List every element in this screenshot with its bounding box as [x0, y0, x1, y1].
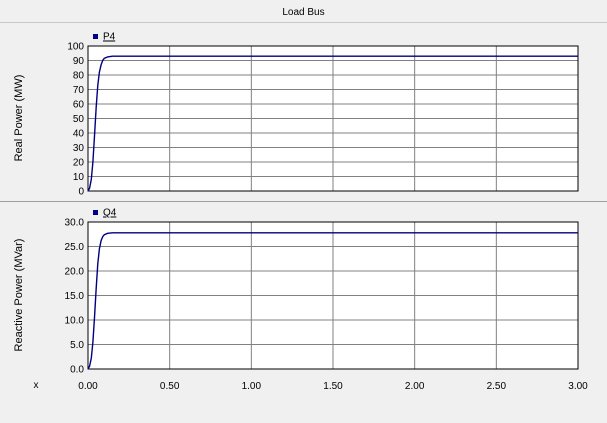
y-tick-label: 50 — [73, 114, 85, 125]
y-tick-label: 90 — [73, 56, 85, 67]
y-tick-label: 10.0 — [65, 316, 85, 327]
legend-swatch — [93, 210, 98, 215]
y-tick-label: 15.0 — [65, 291, 85, 302]
y-tick-label: 25.0 — [65, 242, 85, 253]
series-line-p4 — [87, 55, 578, 192]
x-tick-label: 1.00 — [242, 381, 262, 392]
x-tick-label: 2.00 — [405, 381, 425, 392]
y-tick-label: 60 — [73, 100, 85, 111]
y-axis-label: Real Power (MW) — [13, 75, 25, 162]
y-tick-label: 40 — [73, 129, 85, 140]
panel-divider — [0, 201, 607, 202]
y-tick-label: 30 — [73, 143, 85, 154]
x-tick-label: 0.00 — [78, 381, 98, 392]
y-tick-label: 20 — [73, 158, 85, 169]
x-axis-corner-label: x — [34, 380, 39, 391]
x-tick-label: 1.50 — [323, 381, 343, 392]
plot-border — [87, 221, 579, 370]
y-tick-label: 80 — [73, 71, 85, 82]
y-tick-label: 10 — [73, 172, 85, 183]
legend-label[interactable]: P4 — [103, 32, 116, 43]
y-tick-label: 20.0 — [65, 267, 85, 278]
series-line-q4 — [87, 232, 578, 370]
plot-border — [87, 45, 579, 192]
legend-swatch — [93, 34, 98, 39]
y-tick-label: 5.0 — [70, 340, 84, 351]
real-power-panel: 0 10 20 30 40 50 60 70 80 90 100 Real Power (MW) P4 — [13, 32, 579, 198]
reactive-power-panel: 0.0 5.0 10.0 15.0 20.0 25.0 30.0 Reactive Power… — [13, 208, 579, 376]
y-axis-label: Reactive Power (MVar) — [13, 239, 25, 352]
x-axis: x 0.00 0.50 1.00 1.50 2.00 2.50 3.00 — [34, 380, 589, 392]
y-tick-label: 100 — [67, 42, 84, 53]
x-tick-label: 3.00 — [568, 381, 588, 392]
x-tick-label: 2.50 — [487, 381, 507, 392]
x-tick-label: 0.50 — [160, 381, 180, 392]
title-bar: Load Bus — [0, 0, 607, 23]
legend-label[interactable]: Q4 — [103, 208, 117, 219]
y-tick-label: 30.0 — [65, 218, 85, 229]
y-tick-label: 0.0 — [70, 365, 84, 376]
window-title: Load Bus — [282, 7, 325, 18]
y-tick-label: 70 — [73, 85, 85, 96]
y-tick-label: 0 — [78, 187, 84, 198]
